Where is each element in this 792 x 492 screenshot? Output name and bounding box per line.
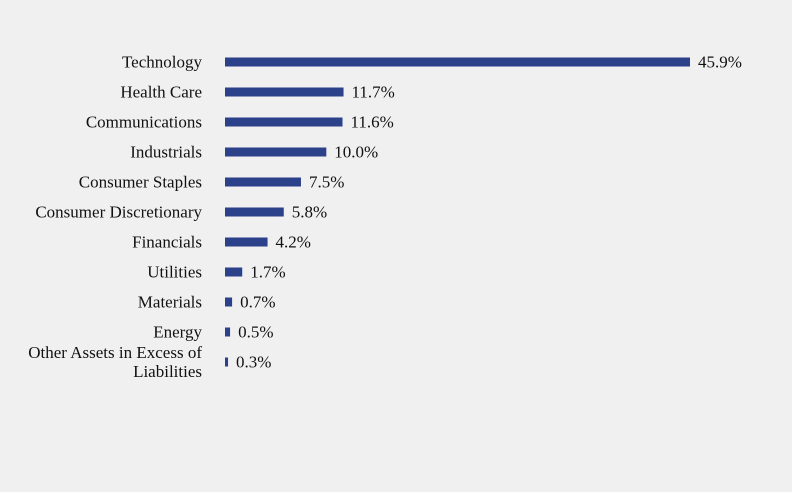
value-label-financials: 4.2%	[276, 233, 311, 252]
category-label-energy: Energy	[153, 323, 202, 342]
category-label-communications: Communications	[86, 113, 202, 132]
category-label-health-care: Health Care	[120, 83, 202, 102]
value-label-other-assets-in-excess-of-liabilities: 0.3%	[236, 353, 271, 372]
value-label-utilities: 1.7%	[250, 263, 285, 282]
category-label-financials: Financials	[132, 233, 202, 252]
value-labels-group: 45.9% 11.7% 11.6% 10.0% 7.5% 5.8% 4.2% 1.7% 0.7%…	[236, 53, 742, 372]
category-label-utilities: Utilities	[147, 263, 202, 282]
category-labels-group: Technology Health Care Communications Indus…	[28, 53, 202, 382]
bar-energy	[225, 327, 231, 337]
category-label-other-assets-in-excess-of-liabilities: Other Assets in Excess of Liabilities	[28, 343, 202, 381]
bars-group	[225, 57, 690, 367]
value-label-health-care: 11.7%	[352, 83, 395, 102]
value-label-communications: 11.6%	[351, 113, 394, 132]
category-label-materials: Materials	[138, 293, 202, 312]
value-label-technology: 45.9%	[698, 53, 742, 72]
bar-health-care	[225, 87, 344, 97]
value-label-materials: 0.7%	[240, 293, 275, 312]
category-label-consumer-staples: Consumer Staples	[79, 173, 202, 192]
bar-financials	[225, 237, 268, 247]
bar-industrials	[225, 147, 327, 157]
value-label-industrials: 10.0%	[334, 143, 378, 162]
bar-technology	[225, 57, 690, 67]
value-label-consumer-staples: 7.5%	[309, 173, 344, 192]
bar-consumer-discretionary	[225, 207, 284, 217]
category-label-technology: Technology	[122, 53, 203, 72]
bar-utilities	[225, 267, 243, 277]
bar-consumer-staples	[225, 177, 301, 187]
category-label-consumer-discretionary: Consumer Discretionary	[35, 203, 202, 222]
bar-materials	[225, 297, 233, 307]
bar-other-assets-in-excess-of-liabilities	[225, 357, 229, 367]
value-label-consumer-discretionary: 5.8%	[292, 203, 327, 222]
bar-communications	[225, 117, 343, 127]
value-label-energy: 0.5%	[238, 323, 273, 342]
category-label-industrials: Industrials	[130, 143, 202, 162]
